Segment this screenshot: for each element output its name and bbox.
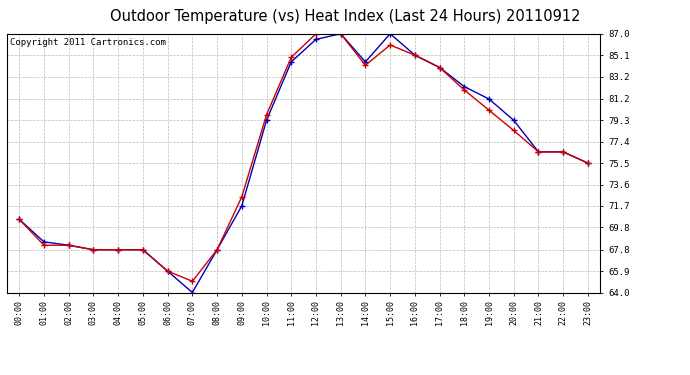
Text: Outdoor Temperature (vs) Heat Index (Last 24 Hours) 20110912: Outdoor Temperature (vs) Heat Index (Las…: [110, 9, 580, 24]
Text: Copyright 2011 Cartronics.com: Copyright 2011 Cartronics.com: [10, 38, 166, 46]
